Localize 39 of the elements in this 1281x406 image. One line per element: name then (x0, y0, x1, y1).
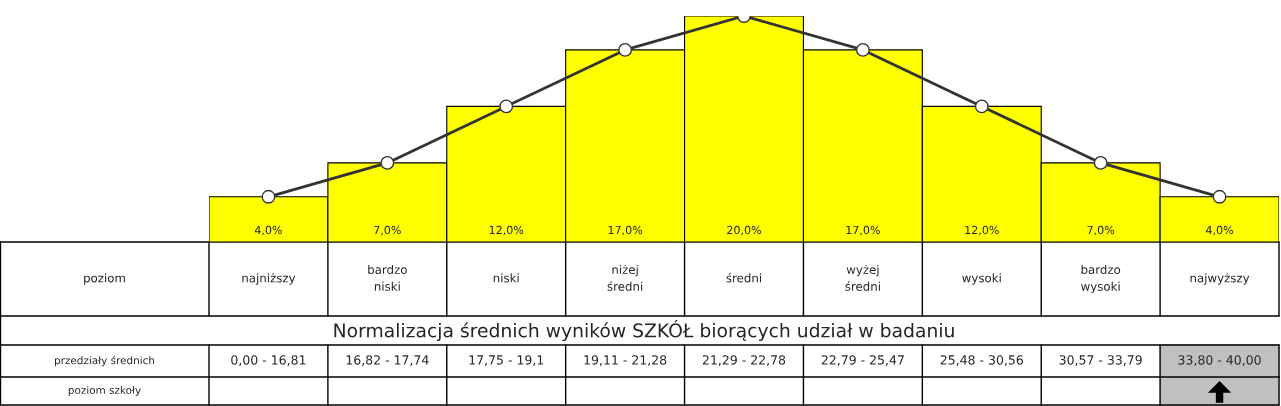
text: 21,29 - 22,78 (702, 355, 786, 366)
point (261, 189, 276, 204)
data-label: 7,0% (1087, 225, 1115, 236)
text: Normalizacja średnich wyników SZKÓŁ biorących udział w badaniu (334, 319, 954, 342)
data-label: 12,0% (489, 225, 524, 236)
point (1093, 155, 1108, 170)
data-label: 20,0% (727, 225, 762, 236)
text: 16,82 - 17,74 (346, 355, 429, 366)
x-tick-label: niżej średni (607, 264, 643, 291)
data-label: 4,0% (254, 225, 282, 236)
text: 0,00 - 16,81 (231, 355, 306, 366)
x-tick-label: niski (493, 273, 519, 283)
point (974, 99, 989, 114)
text: przedziały średnich (55, 355, 155, 367)
point (380, 155, 395, 170)
text: 17,75 - 19,1 (469, 355, 544, 366)
x-tick-label: bardzo niski (368, 264, 407, 291)
x-tick-label: wyżej średni (845, 264, 880, 291)
text: 30,57 - 33,79 (1059, 355, 1142, 366)
text: 19,11 - 21,28 (584, 355, 667, 366)
text: 22,79 - 25,47 (821, 355, 904, 366)
data-label: 4,0% (1205, 225, 1234, 236)
data-label: 17,0% (608, 225, 643, 236)
text: poziom (84, 273, 125, 285)
text: 33,80 - 40,00 (1178, 355, 1261, 366)
x-tick-label: najwyższy (1190, 273, 1250, 285)
point (499, 99, 514, 114)
point (855, 42, 870, 57)
data-label: 12,0% (965, 225, 999, 236)
x-tick-label: bardzo wysoki (1081, 264, 1121, 294)
x-tick-label: wysoki (962, 273, 1001, 285)
data-label: 7,0% (374, 225, 401, 236)
x-tick-label: najniższy (242, 273, 296, 285)
x-tick-label: średni (726, 272, 762, 283)
text: poziom szkoły (68, 385, 141, 397)
data-label: 17,0% (846, 225, 880, 236)
point (1212, 189, 1227, 204)
point (618, 42, 633, 57)
text: 25,48 - 30,56 (940, 355, 1024, 366)
